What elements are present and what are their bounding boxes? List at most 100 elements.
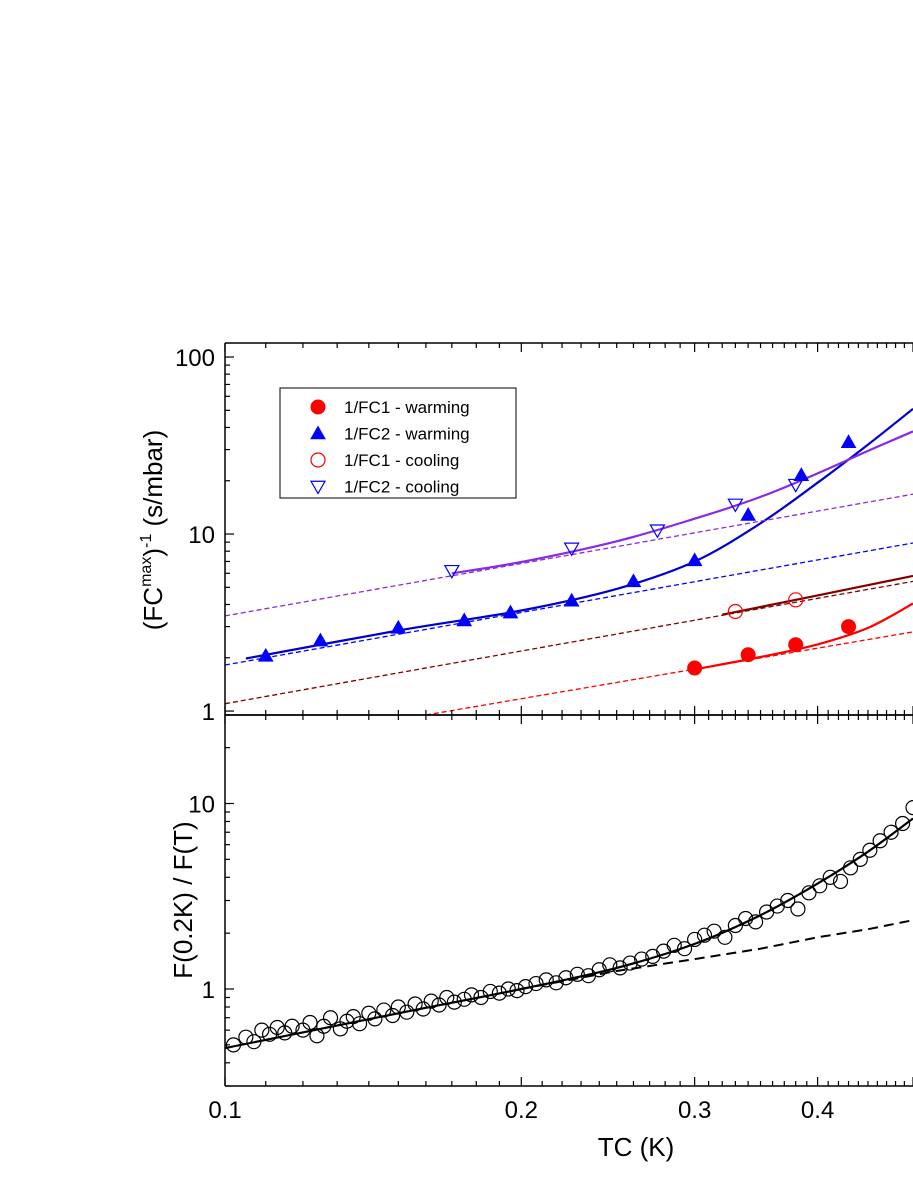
bottom-series-0-point-55 bbox=[717, 929, 733, 945]
bottom-series-0-point-25 bbox=[423, 993, 439, 1009]
top-series-1-point-8 bbox=[740, 507, 756, 521]
bottom-series-0-point-58 bbox=[748, 914, 764, 930]
bottom-series-0-point-7 bbox=[284, 1018, 300, 1034]
bottom-series-0-point-16 bbox=[351, 1016, 368, 1032]
legend-label-0: 1/FC1 - warming bbox=[344, 398, 470, 417]
top-series-1-point-10 bbox=[840, 434, 857, 448]
top-series-3-point-1 bbox=[563, 542, 580, 557]
bottom-y-tick-label-1: 10 bbox=[188, 792, 215, 819]
top-y-tick-label-0: 1 bbox=[202, 699, 215, 726]
bottom-series-0-point-68 bbox=[852, 851, 868, 867]
bottom-series-0-point-69 bbox=[862, 842, 878, 858]
bottom-series-0-point-33 bbox=[491, 985, 507, 1001]
x-tick-label-0: 0.1 bbox=[208, 1097, 241, 1124]
top-series-1-point-9 bbox=[793, 467, 810, 481]
bottom-series-0-point-38 bbox=[538, 972, 554, 988]
top-series-0-point-2 bbox=[788, 637, 804, 653]
bottom-series-0-point-73 bbox=[905, 800, 913, 816]
bottom-series-0-point-67 bbox=[842, 860, 859, 876]
top-series-2-point-0 bbox=[727, 603, 743, 620]
bottom-series-0-point-18 bbox=[367, 1011, 383, 1027]
bottom-series-0-point-49 bbox=[656, 943, 672, 959]
top-series-1-point-3 bbox=[456, 612, 473, 627]
bottom-fit-line-1 bbox=[521, 919, 913, 990]
top-y-label-unit: (s/mbar) bbox=[138, 430, 168, 534]
top-fit-line-3 bbox=[451, 430, 913, 575]
bottom-series-0-point-53 bbox=[696, 927, 713, 943]
bottom-series-0-point-20 bbox=[384, 1007, 401, 1024]
bottom-series-0-point-10 bbox=[309, 1028, 325, 1044]
legend-entries: 1/FC1 - warming 1/FC2 - warming 1/FC1 - co… bbox=[309, 398, 470, 497]
top-fit-line-1 bbox=[721, 574, 913, 616]
bottom-series-0-point-29 bbox=[456, 991, 472, 1007]
bottom-series-0-point-12 bbox=[322, 1010, 339, 1026]
top-series-1-point-2 bbox=[390, 619, 407, 634]
bottom-series-0-point-66 bbox=[832, 873, 849, 890]
bottom-series-0-point-22 bbox=[399, 1004, 415, 1020]
top-series-1-point-5 bbox=[563, 592, 580, 607]
bottom-series-0-point-40 bbox=[558, 970, 574, 986]
bottom-series-0-point-34 bbox=[500, 981, 516, 997]
bottom-series-0-point-45 bbox=[612, 960, 628, 976]
bottom-series-0-point-51 bbox=[676, 941, 693, 957]
bottom-series-0-point-47 bbox=[634, 951, 650, 967]
bottom-series-0-point-56 bbox=[727, 917, 743, 934]
x-tick-label-3: 0.4 bbox=[801, 1097, 834, 1124]
bottom-series-0-point-41 bbox=[569, 966, 585, 982]
top-series-2-point-1 bbox=[788, 592, 804, 608]
legend-marker-2 bbox=[310, 452, 326, 468]
top-fit-line-7 bbox=[225, 493, 913, 617]
top-fit-line-6 bbox=[225, 542, 913, 666]
bottom-series-0-point-19 bbox=[376, 1002, 392, 1018]
bottom-series-0-point-9 bbox=[302, 1014, 318, 1031]
top-series-1-point-7 bbox=[686, 552, 703, 567]
top-series-1-point-1 bbox=[312, 632, 329, 647]
bottom-series-0-point-46 bbox=[622, 955, 638, 971]
legend-label-3: 1/FC2 - cooling bbox=[344, 478, 459, 497]
top-axes: 1 10 100 bbox=[175, 342, 913, 726]
bottom-y-axis-label: F(0.2K) / F(T) bbox=[168, 821, 198, 978]
top-y-label-mid: ) bbox=[138, 548, 168, 557]
bottom-series-0-point-2 bbox=[246, 1034, 262, 1050]
legend: 1/FC1 - warming 1/FC2 - warming 1/FC1 - co… bbox=[279, 387, 517, 499]
top-series-0-point-1 bbox=[740, 647, 756, 663]
bottom-series-0-point-63 bbox=[801, 885, 817, 901]
bottom-series-0-point-30 bbox=[463, 987, 480, 1003]
bottom-series-0-point-44 bbox=[602, 957, 618, 973]
top-y-label-sup2: -1 bbox=[138, 534, 155, 548]
legend-marker-1 bbox=[310, 425, 326, 440]
x-axis-label: TC (K) bbox=[598, 1132, 675, 1162]
top-series-0-point-0 bbox=[687, 660, 703, 676]
top-series-3-point-3 bbox=[727, 498, 744, 513]
bottom-series-0-point-71 bbox=[883, 824, 899, 840]
bottom-data-points bbox=[225, 800, 913, 1053]
legend-label-1: 1/FC2 - warming bbox=[344, 425, 470, 444]
bottom-series-0-point-62 bbox=[790, 901, 806, 917]
bottom-series-0-point-27 bbox=[439, 989, 455, 1006]
bottom-series-0-point-35 bbox=[509, 983, 525, 999]
bottom-series-0-point-5 bbox=[269, 1019, 285, 1036]
top-series-1-point-0 bbox=[257, 647, 274, 662]
bottom-series-0-point-72 bbox=[895, 815, 911, 832]
bottom-series-0-point-24 bbox=[415, 1001, 431, 1017]
bottom-series-0-point-28 bbox=[446, 994, 462, 1010]
bottom-series-0-point-23 bbox=[407, 996, 423, 1012]
bottom-panel: 0.1 0.2 0.3 0.4 1 10 F(0.2K) / F(T) TC (K) bbox=[168, 714, 913, 1162]
top-y-axis-label: (FCmax)-1 (s/mbar) bbox=[138, 430, 168, 630]
bottom-axes: 0.1 0.2 0.3 0.4 1 10 bbox=[188, 714, 913, 1124]
top-y-label-main: (FC bbox=[138, 587, 168, 630]
top-fit-line-4 bbox=[425, 631, 913, 715]
bottom-series-0-point-43 bbox=[591, 962, 607, 978]
bottom-fit-line-0 bbox=[225, 817, 913, 1050]
bottom-series-0-point-32 bbox=[482, 983, 498, 1000]
bottom-series-0-point-61 bbox=[780, 892, 796, 909]
top-series-3-point-0 bbox=[443, 564, 460, 579]
top-y-label-sup1: max bbox=[138, 557, 155, 587]
bottom-series-0-point-21 bbox=[390, 999, 406, 1015]
top-y-tick-label-1: 10 bbox=[188, 522, 215, 549]
bottom-series-0-point-17 bbox=[361, 1005, 377, 1021]
x-tick-label-2: 0.3 bbox=[678, 1097, 711, 1124]
bottom-series-0-point-70 bbox=[872, 833, 888, 849]
x-tick-label-1: 0.2 bbox=[505, 1097, 538, 1124]
